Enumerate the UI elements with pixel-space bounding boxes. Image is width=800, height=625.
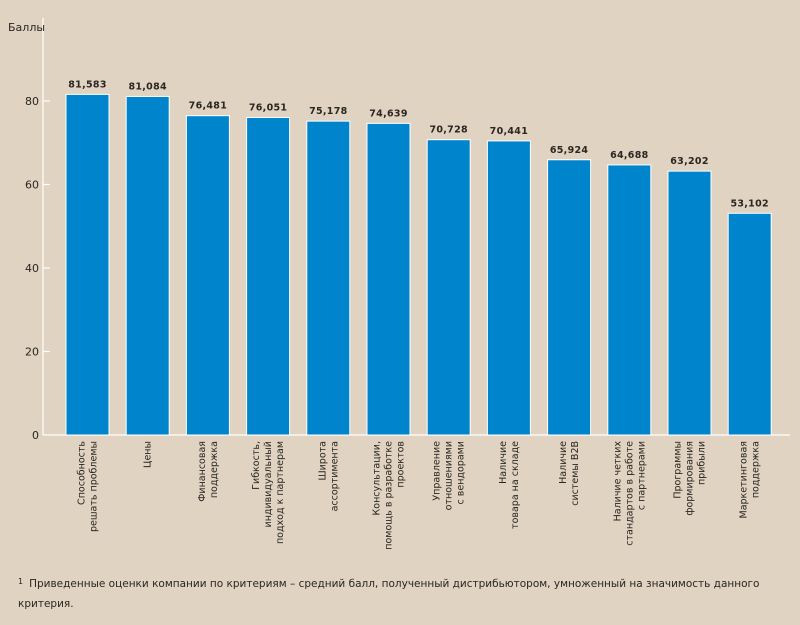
category-label-line: Наличие	[498, 441, 509, 484]
footnote: 1 Приведенные оценки компании по критерия…	[18, 574, 778, 614]
category-label-line: Управление	[432, 441, 443, 501]
value-label: 70,728	[429, 125, 468, 136]
value-labels: 81,583 81,084 76,481 76,051 75,178 74,639 70,7…	[68, 79, 768, 209]
bar	[366, 122, 411, 436]
category-label-line: Программы	[673, 441, 684, 499]
category-label-line: подход к партнерам	[275, 441, 286, 544]
y-tick-label: 80	[25, 95, 39, 108]
category-label: Цены	[143, 441, 154, 468]
category-label-line: стандартов в работе	[624, 441, 635, 546]
category-label-line: Маркетинговая	[739, 441, 750, 519]
bar	[65, 93, 110, 436]
category-label-line: ассортимента	[329, 441, 340, 511]
bars	[65, 93, 772, 436]
category-label-line: Консультации,	[372, 441, 383, 515]
category-label-line: отношениями	[444, 441, 455, 510]
category-label-line: Цены	[143, 441, 154, 468]
category-label-line: проектов	[396, 441, 407, 488]
category-label: Наличие товара на складе	[498, 441, 521, 529]
value-label: 65,924	[550, 145, 589, 156]
category-label: Наличие четких стандартов в работе с партн…	[612, 441, 647, 546]
category-label-line: товара на складе	[510, 441, 521, 529]
bar	[607, 164, 652, 436]
bar	[547, 159, 592, 436]
category-label: Управление отношениями с вендорами	[432, 441, 467, 511]
bar	[727, 212, 772, 436]
bar	[306, 120, 351, 436]
category-label-line: Широта	[317, 441, 328, 481]
category-label-line: решать проблемы	[89, 441, 100, 532]
bar	[125, 95, 170, 436]
y-tick-label: 40	[25, 262, 39, 275]
category-label: Консультации, помощь в разработке проектов	[372, 441, 407, 550]
value-label: 75,178	[309, 106, 348, 117]
bar	[667, 170, 712, 436]
y-tick-label: 60	[25, 179, 39, 192]
value-label: 81,583	[68, 79, 106, 90]
category-label-line: Наличие	[558, 441, 569, 484]
bar	[426, 139, 471, 436]
category-label-line: помощь в разработке	[384, 441, 395, 550]
category-label-line: поддержка	[209, 441, 220, 498]
category-label: Гибкость, индивидуальный подход к партнера…	[251, 441, 286, 544]
category-label-line: поддержка	[751, 441, 762, 498]
value-label: 63,202	[670, 156, 708, 167]
category-label-line: системы B2B	[570, 441, 581, 506]
category-label-line: индивидуальный	[263, 441, 274, 527]
bar-chart: 0 20 40 60 80 81,583 81,084 76,481 76,051 75,178…	[8, 18, 790, 550]
category-label-line: Гибкость,	[251, 441, 262, 490]
category-labels: Способность решать проблемы Цены Финансовая…	[77, 441, 762, 550]
category-label-line: Способность	[77, 441, 88, 505]
value-label: 53,102	[730, 198, 768, 209]
value-label: 74,639	[369, 108, 407, 119]
bar	[185, 115, 230, 436]
footnote-marker: 1	[18, 577, 24, 586]
category-label-line: прибыли	[697, 441, 708, 485]
category-label: Широта ассортимента	[317, 441, 340, 511]
category-label: Наличие системы B2B	[558, 441, 581, 506]
value-label: 81,084	[128, 81, 167, 92]
category-label: Способность решать проблемы	[77, 441, 100, 532]
footnote-text: Приведенные оценки компании по критериям…	[18, 578, 760, 610]
value-label: 64,688	[610, 150, 649, 161]
value-label: 76,051	[249, 102, 287, 113]
category-label-line: с партнерами	[636, 441, 647, 510]
value-label: 70,441	[490, 126, 528, 137]
category-label-line: формирования	[685, 441, 696, 516]
y-axis-label: Баллы	[8, 21, 45, 34]
category-label-line: с вендорами	[456, 441, 467, 504]
category-label: Маркетинговая поддержка	[739, 441, 762, 519]
category-label-line: Финансовая	[197, 441, 208, 502]
category-label: Программы формирования прибыли	[673, 441, 708, 516]
category-label: Финансовая поддержка	[197, 441, 220, 502]
bar	[246, 116, 291, 436]
value-label: 76,481	[189, 101, 227, 112]
y-tick-label: 0	[32, 429, 39, 442]
category-label-line: Наличие четких	[612, 441, 623, 522]
bar	[486, 140, 531, 436]
y-tick-label: 20	[25, 346, 39, 359]
